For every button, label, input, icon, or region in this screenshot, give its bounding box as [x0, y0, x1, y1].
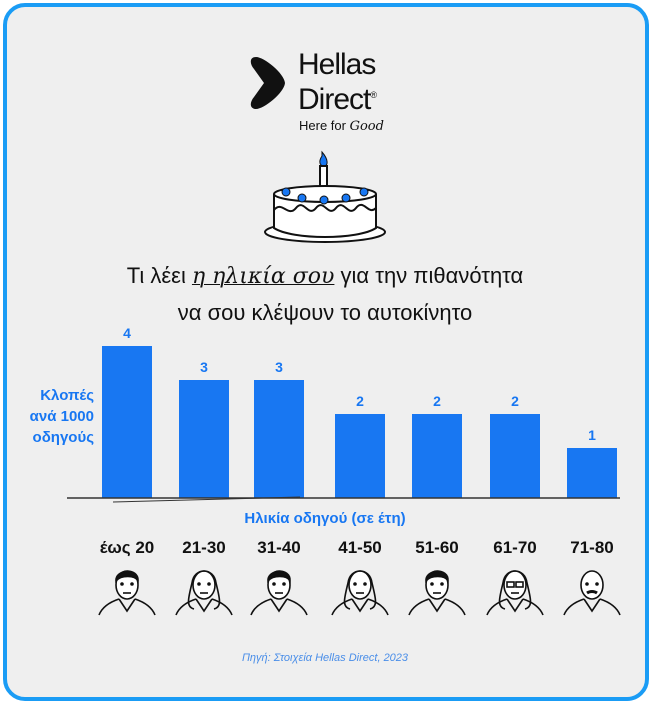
x-tick-label: 41-50 [338, 538, 382, 557]
brand-tagline: Here for Good [299, 118, 384, 134]
bar-71-80 [567, 448, 617, 498]
brand-name: Hellas Direct® [298, 48, 377, 116]
data-label: 3 [200, 359, 208, 375]
chevron-logo-icon [250, 57, 285, 109]
x-axis-label: Ηλικία οδηγού (σε έτη) [244, 510, 406, 527]
data-label: 4 [123, 325, 131, 341]
axis-sketch-stroke [112, 496, 301, 503]
bar-chart: 4 3 3 2 2 2 1 [67, 325, 620, 503]
x-tick-label: έως 20 [99, 538, 155, 557]
driver-face-icon [247, 563, 311, 624]
driver-face-icon [172, 563, 236, 624]
bar-51-60 [412, 414, 462, 498]
bar-31-40 [254, 380, 304, 498]
bar-41-50 [335, 414, 385, 498]
bar-έως 20 [102, 346, 152, 498]
chart-title: Τι λέει η ηλικία σου για την πιθανότητα … [126, 263, 524, 325]
x-tick-label: 51-60 [415, 538, 459, 557]
x-tick-label: 21-30 [182, 538, 226, 557]
data-label: 2 [511, 393, 519, 409]
data-label: 3 [275, 359, 283, 375]
data-label: 1 [588, 427, 596, 443]
driver-face-icon [328, 563, 392, 624]
driver-face-icon [405, 563, 469, 624]
data-label: 2 [356, 393, 364, 409]
birthday-cake-illustration [264, 150, 386, 243]
driver-face-icon [95, 563, 159, 624]
x-tick-label: 71-80 [570, 538, 614, 557]
data-label: 2 [433, 393, 441, 409]
bar-61-70 [490, 414, 540, 498]
driver-face-icon [560, 563, 624, 624]
source-note: Πηγή: Στοιχεία Hellas Direct, 2023 [241, 652, 409, 664]
x-tick-label: 61-70 [493, 538, 537, 557]
x-tick-label: 31-40 [257, 538, 301, 557]
y-axis-label: Κλοπές ανά 1000 οδηγούς [29, 387, 94, 446]
driver-face-icon [483, 563, 547, 624]
bar-21-30 [179, 380, 229, 498]
